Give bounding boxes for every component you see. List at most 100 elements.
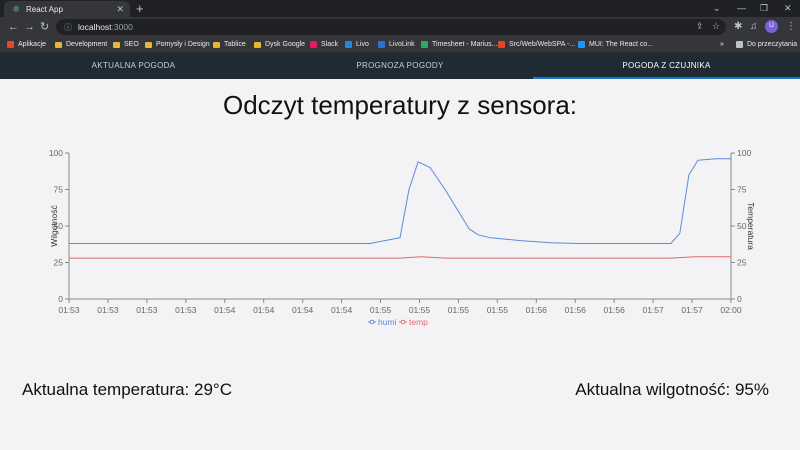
gitlab-icon bbox=[498, 41, 505, 48]
y-tick-label-left: 0 bbox=[58, 294, 63, 304]
bookmark-item[interactable]: Aplikacje bbox=[7, 39, 46, 50]
browser-tab[interactable]: ⚛ React App ✕ bbox=[4, 1, 130, 17]
x-tick-label: 01:54 bbox=[331, 305, 353, 315]
bookmark-item[interactable]: Pomysły i Design bbox=[145, 39, 210, 50]
current-temperature: Aktualna temperatura: 29°C bbox=[22, 380, 232, 399]
folder-icon bbox=[254, 41, 261, 48]
x-tick-label: 01:57 bbox=[642, 305, 664, 315]
restore-icon[interactable]: ❐ bbox=[760, 3, 769, 13]
bookmark-item[interactable]: Do przeczytania bbox=[736, 39, 797, 50]
bookmark-label: LivoLink bbox=[389, 41, 415, 48]
bookmark-item[interactable]: Timesheet - Marius... bbox=[421, 39, 497, 50]
x-tick-label: 01:54 bbox=[292, 305, 314, 315]
apps-icon bbox=[7, 41, 14, 48]
react-icon: ⚛ bbox=[12, 4, 21, 14]
bookmark-item[interactable]: Development bbox=[55, 39, 107, 50]
livo-icon bbox=[345, 41, 352, 48]
forward-icon[interactable]: → bbox=[24, 21, 35, 33]
tab-search-icon[interactable]: ⌄ bbox=[713, 3, 721, 13]
share-icon[interactable]: ⇪ bbox=[696, 21, 704, 31]
bookmark-label: Do przeczytania bbox=[747, 41, 798, 48]
x-tick-label: 01:57 bbox=[681, 305, 703, 315]
folder-icon bbox=[145, 41, 152, 48]
y-tick-label-right: 25 bbox=[737, 258, 747, 268]
x-tick-label: 01:55 bbox=[370, 305, 392, 315]
bookmark-label: Slack bbox=[321, 41, 339, 48]
bookmark-label: Pomysły i Design bbox=[156, 41, 210, 48]
bookmark-label: Tablice bbox=[224, 41, 246, 48]
bookmark-item[interactable]: Src/Web/WebSPA -... bbox=[498, 39, 575, 50]
y-tick-label-left: 25 bbox=[54, 258, 64, 268]
new-tab-icon[interactable]: + bbox=[136, 1, 144, 16]
timesheet-icon bbox=[421, 41, 428, 48]
close-window-icon[interactable]: ✕ bbox=[784, 3, 792, 13]
tab-sensor-weather[interactable]: POGODA Z CZUJNIKA bbox=[622, 61, 711, 70]
y-tick-label-right: 50 bbox=[737, 221, 747, 231]
info-icon[interactable]: ⓘ bbox=[64, 22, 72, 32]
x-tick-label: 01:56 bbox=[604, 305, 626, 315]
x-tick-label: 01:53 bbox=[136, 305, 158, 315]
bookmark-label: Timesheet - Marius... bbox=[432, 41, 498, 48]
active-tab-indicator bbox=[533, 77, 800, 79]
tab-current-weather[interactable]: AKTUALNA POGODA bbox=[91, 61, 176, 70]
bookmark-label: Aplikacje bbox=[18, 41, 47, 48]
folder-icon bbox=[113, 41, 120, 48]
series-line-temp bbox=[69, 256, 731, 259]
y-axis-label-left: Wilgotność bbox=[49, 204, 59, 246]
legend-label-temp: temp bbox=[409, 317, 428, 327]
slack-icon bbox=[310, 41, 317, 48]
avatar[interactable]: IJ bbox=[765, 20, 778, 33]
bookmark-item[interactable]: Slack bbox=[310, 39, 338, 50]
x-tick-label: 01:55 bbox=[487, 305, 509, 315]
tab-weather-forecast[interactable]: PROGNOZA POGODY bbox=[356, 61, 444, 70]
sensor-chart: 0 0 25 25 50 50 75 75 100 100 01:53 01:53 01:53 01:53… bbox=[0, 140, 800, 340]
bookmark-label: Src/Web/WebSPA -... bbox=[509, 41, 576, 48]
y-tick-label-left: 50 bbox=[54, 221, 64, 231]
bookmark-label: Livo bbox=[356, 41, 369, 48]
reload-icon[interactable]: ↻ bbox=[40, 21, 50, 33]
x-tick-label: 01:53 bbox=[97, 305, 119, 315]
bookmark-item[interactable]: MUI: The React co... bbox=[578, 39, 653, 50]
bookmark-star-icon[interactable]: ☆ bbox=[712, 21, 721, 31]
bookmark-item[interactable]: Tablice bbox=[213, 39, 246, 50]
address-url: localhost:3000 bbox=[78, 22, 133, 32]
back-icon[interactable]: ← bbox=[8, 21, 19, 33]
chart-svg: 0 0 25 25 50 50 75 75 100 100 01:53 01:53 01:53 01:53… bbox=[49, 148, 756, 327]
series-line-humi bbox=[69, 158, 731, 244]
browser-toolbar: ← → ↻ ⓘ localhost:3000 ⇪ ☆ ✱ ♫ IJ ⋮ bbox=[0, 17, 800, 37]
x-tick-label: 01:54 bbox=[214, 305, 236, 315]
legend-marker-humi bbox=[369, 319, 375, 325]
y-tick-label-right: 75 bbox=[737, 185, 747, 195]
browser-tab-title: React App bbox=[26, 4, 63, 14]
legend-label-humi: humi bbox=[378, 317, 397, 327]
media-icon[interactable]: ♫ bbox=[750, 21, 758, 32]
bookmark-item[interactable]: Dysk Google bbox=[254, 39, 305, 50]
minimize-icon[interactable]: — bbox=[737, 3, 746, 13]
bookmark-item[interactable]: SEO bbox=[113, 39, 139, 50]
close-tab-icon[interactable]: ✕ bbox=[116, 3, 124, 14]
bookmark-label: MUI: The React co... bbox=[589, 41, 654, 48]
y-axis-label-right: Temperatura bbox=[746, 202, 756, 250]
folder-icon bbox=[55, 41, 62, 48]
legend-marker-temp bbox=[400, 319, 406, 325]
x-tick-label: 01:56 bbox=[565, 305, 587, 315]
bookmark-item[interactable]: Livo bbox=[345, 39, 369, 50]
x-tick-label: 01:55 bbox=[409, 305, 431, 315]
current-humidity: Aktualna wilgotność: 95% bbox=[575, 380, 769, 399]
mui-icon bbox=[578, 41, 585, 48]
y-tick-label-right: 0 bbox=[737, 294, 742, 304]
bookmark-item[interactable]: LivoLink bbox=[378, 39, 415, 50]
x-tick-label: 01:53 bbox=[175, 305, 197, 315]
bookmarks-bar: Aplikacje Development SEO Pomysły i Design T… bbox=[0, 37, 800, 53]
address-bar[interactable]: ⓘ localhost:3000 ⇪ ☆ bbox=[56, 19, 726, 35]
browser-tab-strip: ⚛ React App ✕ + ⌄ — ❐ ✕ bbox=[0, 0, 800, 17]
bookmark-label: Development bbox=[66, 41, 108, 48]
x-tick-label: 01:54 bbox=[253, 305, 275, 315]
x-tick-label: 02:00 bbox=[720, 305, 742, 315]
bookmark-label: SEO bbox=[124, 41, 139, 48]
bookmark-item[interactable]: » bbox=[720, 39, 724, 50]
extensions-icon[interactable]: ✱ bbox=[734, 21, 743, 32]
y-tick-label-right: 100 bbox=[737, 148, 751, 158]
bookmark-label: Dysk Google bbox=[265, 41, 306, 48]
menu-icon[interactable]: ⋮ bbox=[786, 21, 796, 32]
